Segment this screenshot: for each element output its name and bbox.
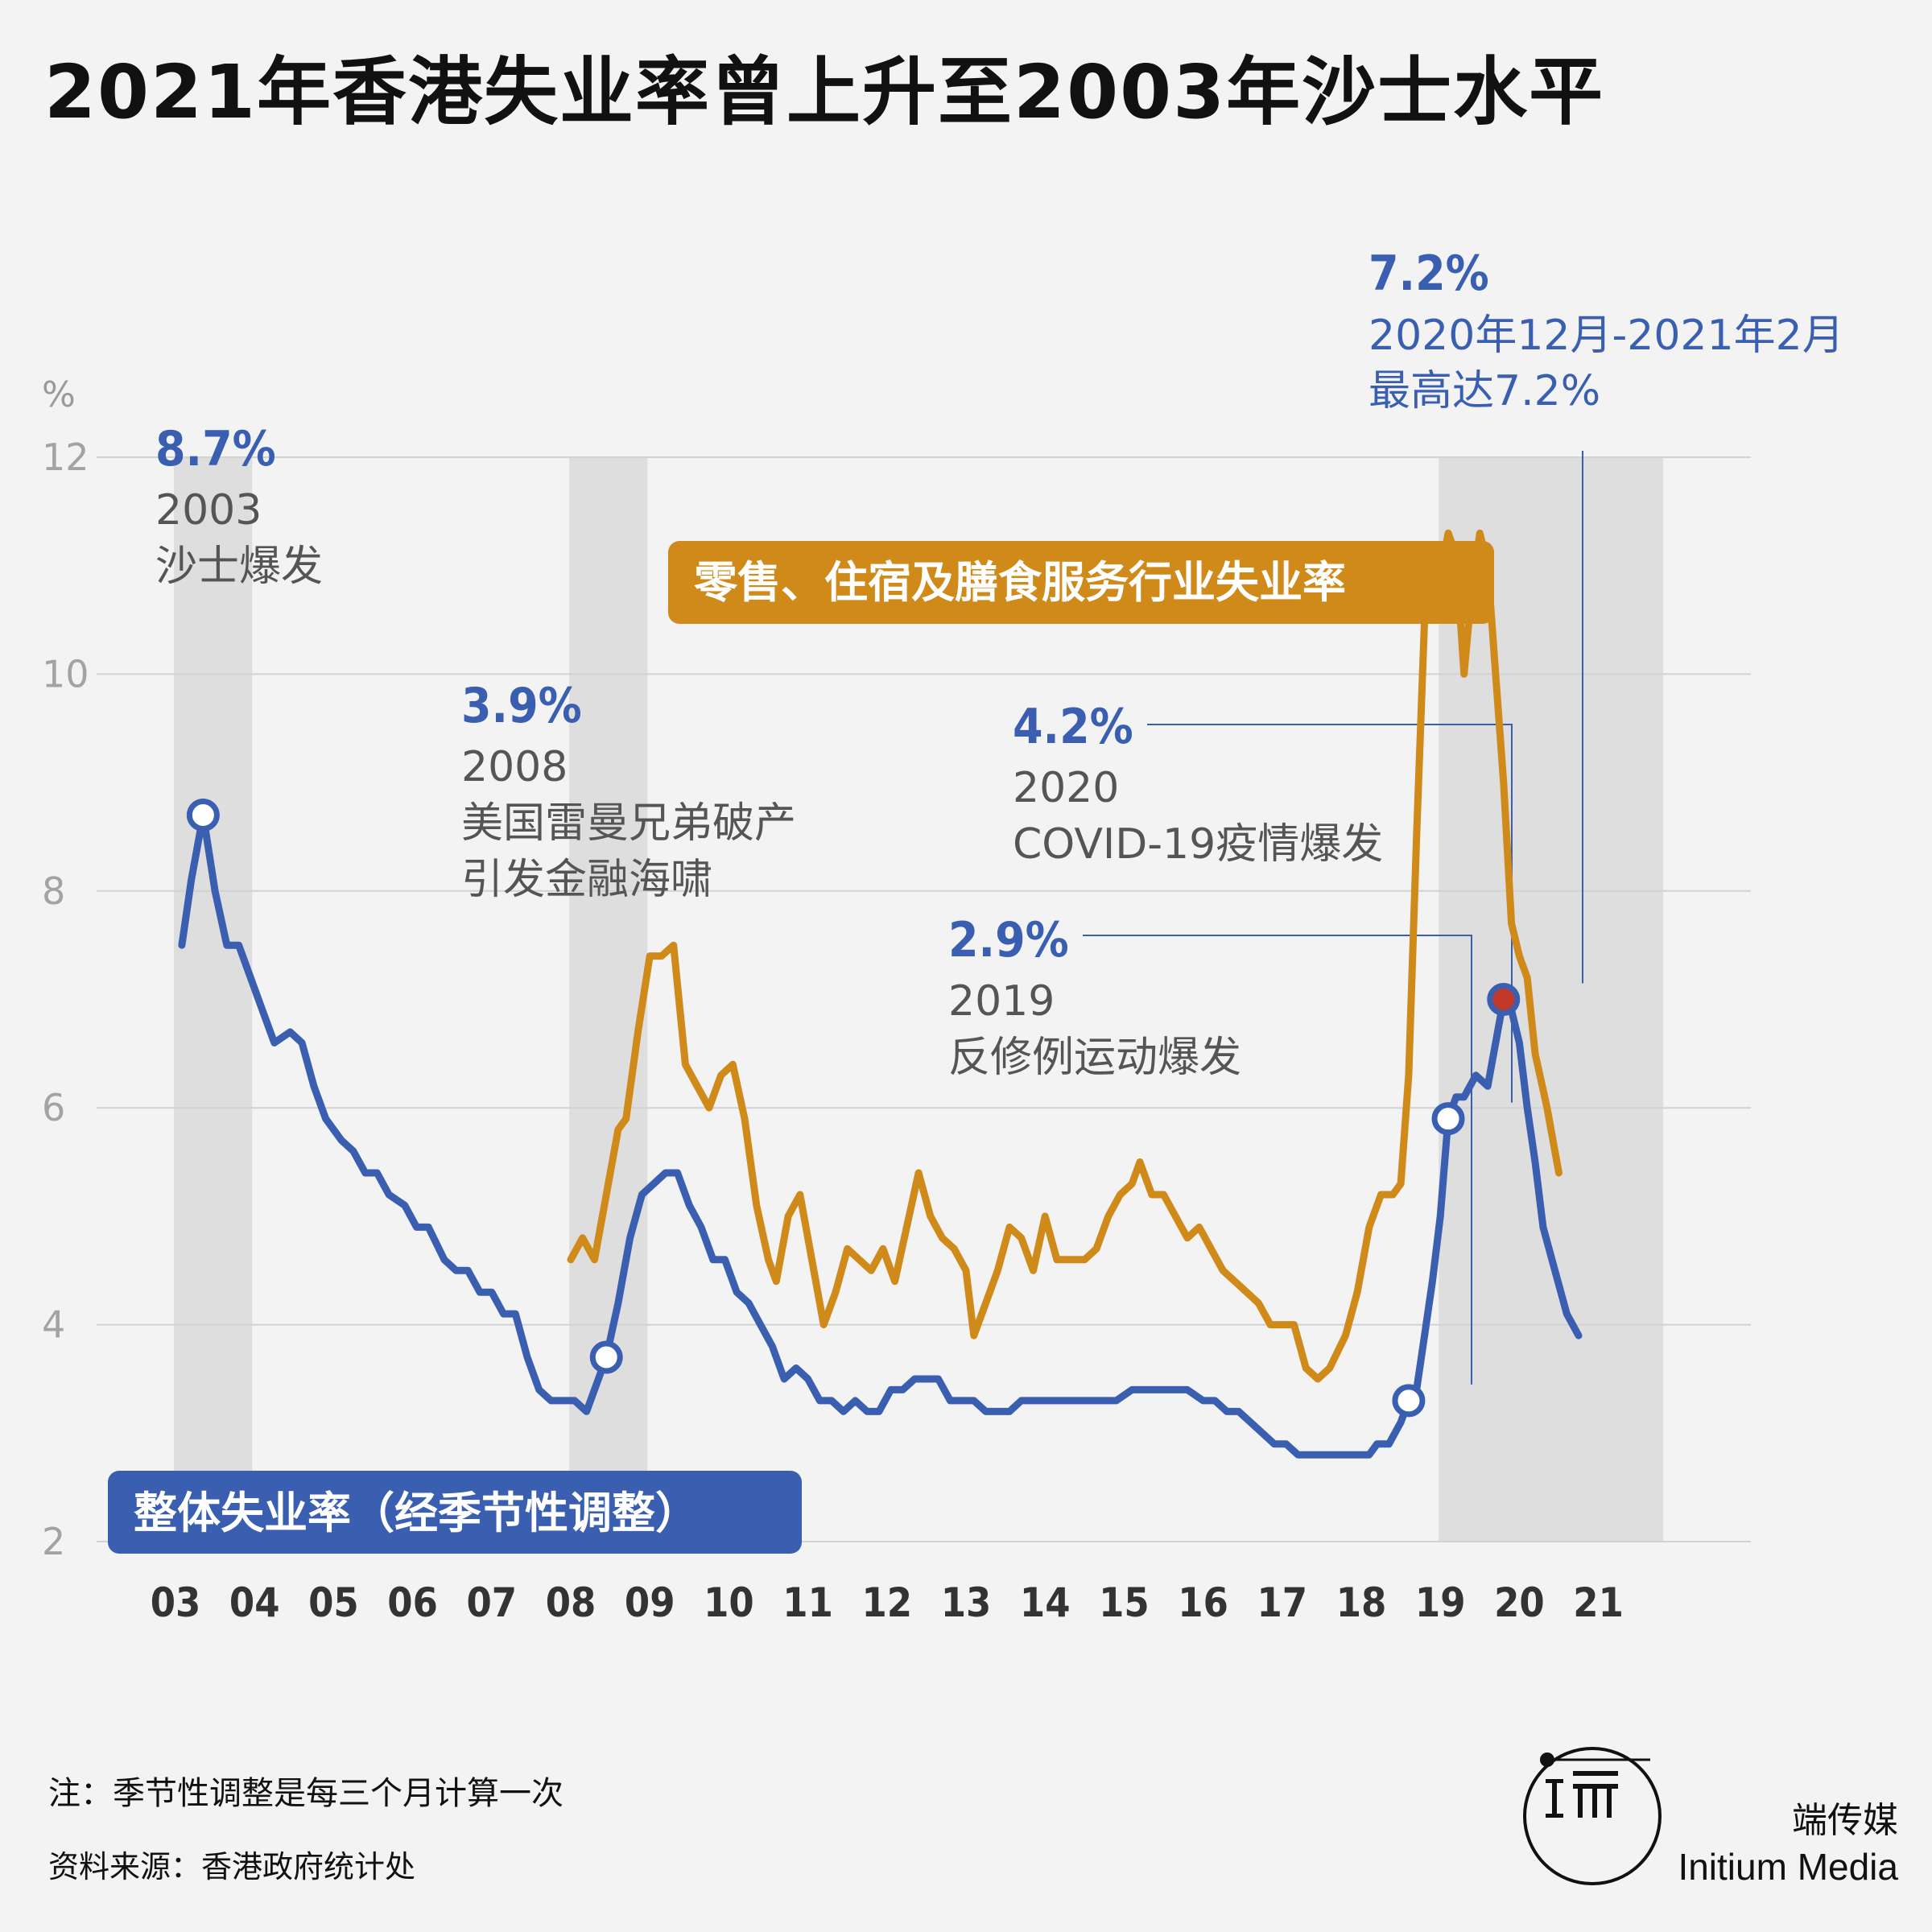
y-tick-label: 12 [42,436,89,479]
annotation-2020-event: COVID-19疫情爆发 [1013,820,1383,869]
series-line-overall [178,811,1583,1459]
x-tick-label: 08 [546,1579,597,1626]
x-tick-label: 06 [387,1579,438,1626]
y-tick-label: 10 [42,652,89,696]
x-tick-label: 10 [704,1579,754,1626]
x-tick-label: 11 [782,1579,833,1626]
annotation-2008-year: 2008 [461,743,568,791]
sector-label: 零售、住宿及膳食服务行业失业率 [694,557,1346,608]
marker-2008 [589,1340,623,1374]
leader-line-2020 [1147,724,1513,1103]
x-tick-label: 14 [1020,1579,1071,1626]
annotation-2008-event-2: 引发金融海啸 [461,856,712,904]
y-tick-label: 2 [42,1520,65,1563]
marker-2003 [186,799,220,832]
marker-2020 [1431,1102,1465,1136]
annotation-2019-year: 2019 [948,977,1055,1026]
annotation-2020-value: 4.2% [1013,699,1133,755]
footnote: 注：季节性调整是每三个月计算一次 [48,1775,564,1812]
shaded-period [569,457,648,1542]
shaded-period [174,457,253,1542]
x-tick-label: 15 [1099,1579,1150,1626]
grid-lines [97,456,1751,1542]
page-title: 2021年香港失业率曾上升至2003年沙士水平 [44,49,1605,135]
overall-label: 整体失业率（经季节性调整） [134,1488,699,1538]
x-tick-label: 21 [1573,1579,1624,1626]
data-source: 资料来源：香港政府统计处 [48,1849,416,1885]
x-tick-label: 04 [229,1579,280,1626]
x-tick-label: 13 [941,1579,992,1626]
initium-logo-icon [1523,1747,1662,1885]
annotation-2008-event: 美国雷曼兄弟破产 [461,799,796,848]
annotation-2003-event: 沙士爆发 [155,543,323,591]
shaded-periods [174,457,1664,1542]
x-tick-label: 12 [861,1579,912,1626]
marker-peak [1487,983,1521,1016]
series-lines [178,529,1583,1459]
annotation-peak-period: 2020年12月-2021年2月 [1368,312,1844,360]
annotation-peak-event: 最高达7.2% [1368,367,1600,415]
x-tick-label: 18 [1336,1579,1387,1626]
annotation-2020-year: 2020 [1013,764,1119,812]
annotation-2019-value: 2.9% [948,912,1069,968]
marker-2019 [1392,1384,1426,1418]
x-tick-label: 20 [1494,1579,1545,1626]
x-tick-label: 05 [308,1579,359,1626]
overall-label-box [108,1471,802,1554]
data-point-markers [186,799,1521,1418]
y-tick-labels: 2 4 6 8 10 12 [42,436,89,1563]
x-tick-labels: 03 04 05 06 07 08 09 10 11 12 13 14 15 16 17 18 19 20 21 [151,1579,1624,1626]
x-tick-label: 19 [1415,1579,1466,1626]
annotation-2008-value: 3.9% [461,678,582,734]
y-axis-unit: % [42,374,76,415]
x-tick-label: 17 [1257,1579,1307,1626]
shaded-period [1439,457,1664,1542]
x-tick-label: 09 [625,1579,675,1626]
annotation-2019-event: 反修例运动爆发 [948,1034,1241,1082]
y-tick-label: 4 [42,1303,65,1347]
x-tick-label: 07 [466,1579,517,1626]
annotation-2003-year: 2003 [155,486,262,535]
y-tick-label: 8 [42,869,65,913]
x-tick-label: 03 [151,1579,201,1626]
annotation-2003-value: 8.7% [155,421,276,477]
annotation-peak-value: 7.2% [1368,246,1489,302]
y-tick-label: 6 [42,1086,65,1129]
brand-name-en: Initium Media [1678,1846,1898,1888]
annotation-leader-lines [1083,451,1583,1385]
brand-name-cn: 端传媒 [1792,1800,1898,1841]
x-tick-label: 16 [1178,1579,1228,1626]
sector-label-box [668,541,1494,624]
leader-line-2019 [1083,935,1472,1385]
